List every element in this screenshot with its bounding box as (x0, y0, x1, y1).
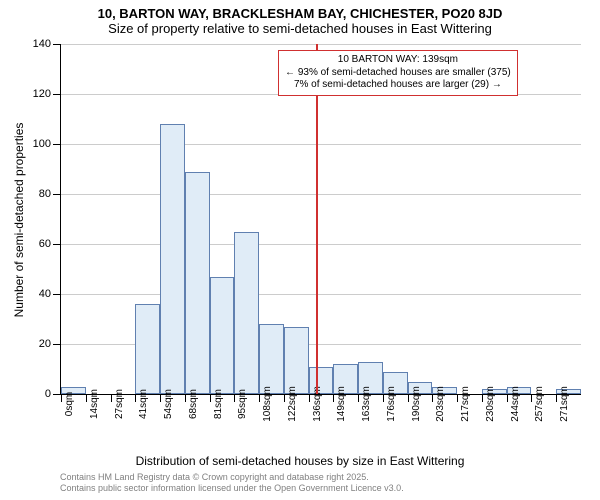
y-tick-label: 80 (39, 188, 51, 200)
histogram-bar (234, 232, 259, 395)
chart-title-sub: Size of property relative to semi-detach… (0, 21, 600, 38)
x-tick (408, 394, 409, 402)
attribution-line: Contains public sector information licen… (60, 483, 404, 494)
y-tick-label: 20 (39, 338, 51, 350)
reference-line (316, 44, 318, 394)
x-tick-label: 68sqm (188, 389, 199, 419)
x-tick (86, 394, 87, 402)
y-tick-label: 140 (33, 38, 51, 50)
histogram-bar (210, 277, 235, 395)
x-tick (333, 394, 334, 402)
attribution: Contains HM Land Registry data © Crown c… (60, 472, 404, 494)
plot-area: 0204060801001201400sqm14sqm27sqm41sqm54s… (60, 44, 581, 395)
y-tick (53, 394, 61, 395)
gridline (61, 244, 581, 245)
y-tick (53, 244, 61, 245)
x-tick-label: 14sqm (89, 389, 100, 419)
x-tick-label: 163sqm (361, 386, 372, 422)
annotation-title: 10 BARTON WAY: 139sqm (285, 54, 511, 67)
x-tick (457, 394, 458, 402)
y-tick (53, 94, 61, 95)
y-tick (53, 344, 61, 345)
y-tick (53, 44, 61, 45)
x-tick (556, 394, 557, 402)
x-tick-label: 230sqm (485, 386, 496, 422)
x-tick-label: 149sqm (336, 386, 347, 422)
y-axis-title: Number of semi-detached properties (12, 123, 26, 318)
y-tick (53, 144, 61, 145)
histogram-bar (284, 327, 309, 395)
x-tick (234, 394, 235, 402)
x-tick-label: 271sqm (559, 386, 570, 422)
x-tick (531, 394, 532, 402)
chart-container: 10, BARTON WAY, BRACKLESHAM BAY, CHICHES… (0, 0, 600, 500)
gridline (61, 144, 581, 145)
x-tick (185, 394, 186, 402)
x-tick-label: 203sqm (435, 386, 446, 422)
x-tick-label: 176sqm (386, 386, 397, 422)
gridline (61, 44, 581, 45)
x-tick (111, 394, 112, 402)
y-tick-label: 0 (45, 388, 51, 400)
x-tick (507, 394, 508, 402)
x-tick-label: 217sqm (460, 386, 471, 422)
x-tick (135, 394, 136, 402)
x-tick-label: 95sqm (237, 389, 248, 419)
annotation-line: 7% of semi-detached houses are larger (2… (285, 79, 511, 92)
x-tick (210, 394, 211, 402)
x-tick (61, 394, 62, 402)
x-tick (482, 394, 483, 402)
x-tick (383, 394, 384, 402)
x-tick (160, 394, 161, 402)
x-tick-label: 41sqm (138, 389, 149, 419)
histogram-bar (185, 172, 210, 395)
annotation-line: ← 93% of semi-detached houses are smalle… (285, 67, 511, 80)
x-tick (432, 394, 433, 402)
x-tick-label: 257sqm (534, 386, 545, 422)
y-tick-label: 120 (33, 88, 51, 100)
x-tick (259, 394, 260, 402)
y-tick-label: 100 (33, 138, 51, 150)
histogram-bar (160, 124, 185, 394)
x-tick-label: 108sqm (262, 386, 273, 422)
y-tick-label: 40 (39, 288, 51, 300)
x-axis-title: Distribution of semi-detached houses by … (136, 454, 465, 468)
x-tick (358, 394, 359, 402)
gridline (61, 194, 581, 195)
x-tick-label: 81sqm (213, 389, 224, 419)
x-tick-label: 122sqm (287, 386, 298, 422)
x-tick (284, 394, 285, 402)
y-tick-label: 60 (39, 238, 51, 250)
y-tick (53, 194, 61, 195)
x-tick-label: 244sqm (510, 386, 521, 422)
histogram-bar (135, 304, 160, 394)
annotation-box: 10 BARTON WAY: 139sqm← 93% of semi-detac… (278, 50, 518, 96)
x-tick (309, 394, 310, 402)
x-tick-label: 27sqm (114, 389, 125, 419)
x-tick-label: 54sqm (163, 389, 174, 419)
x-tick-label: 0sqm (64, 392, 75, 416)
histogram-bar (259, 324, 284, 394)
chart-title-main: 10, BARTON WAY, BRACKLESHAM BAY, CHICHES… (0, 0, 600, 21)
attribution-line: Contains HM Land Registry data © Crown c… (60, 472, 404, 483)
y-tick (53, 294, 61, 295)
gridline (61, 294, 581, 295)
x-tick-label: 190sqm (411, 386, 422, 422)
